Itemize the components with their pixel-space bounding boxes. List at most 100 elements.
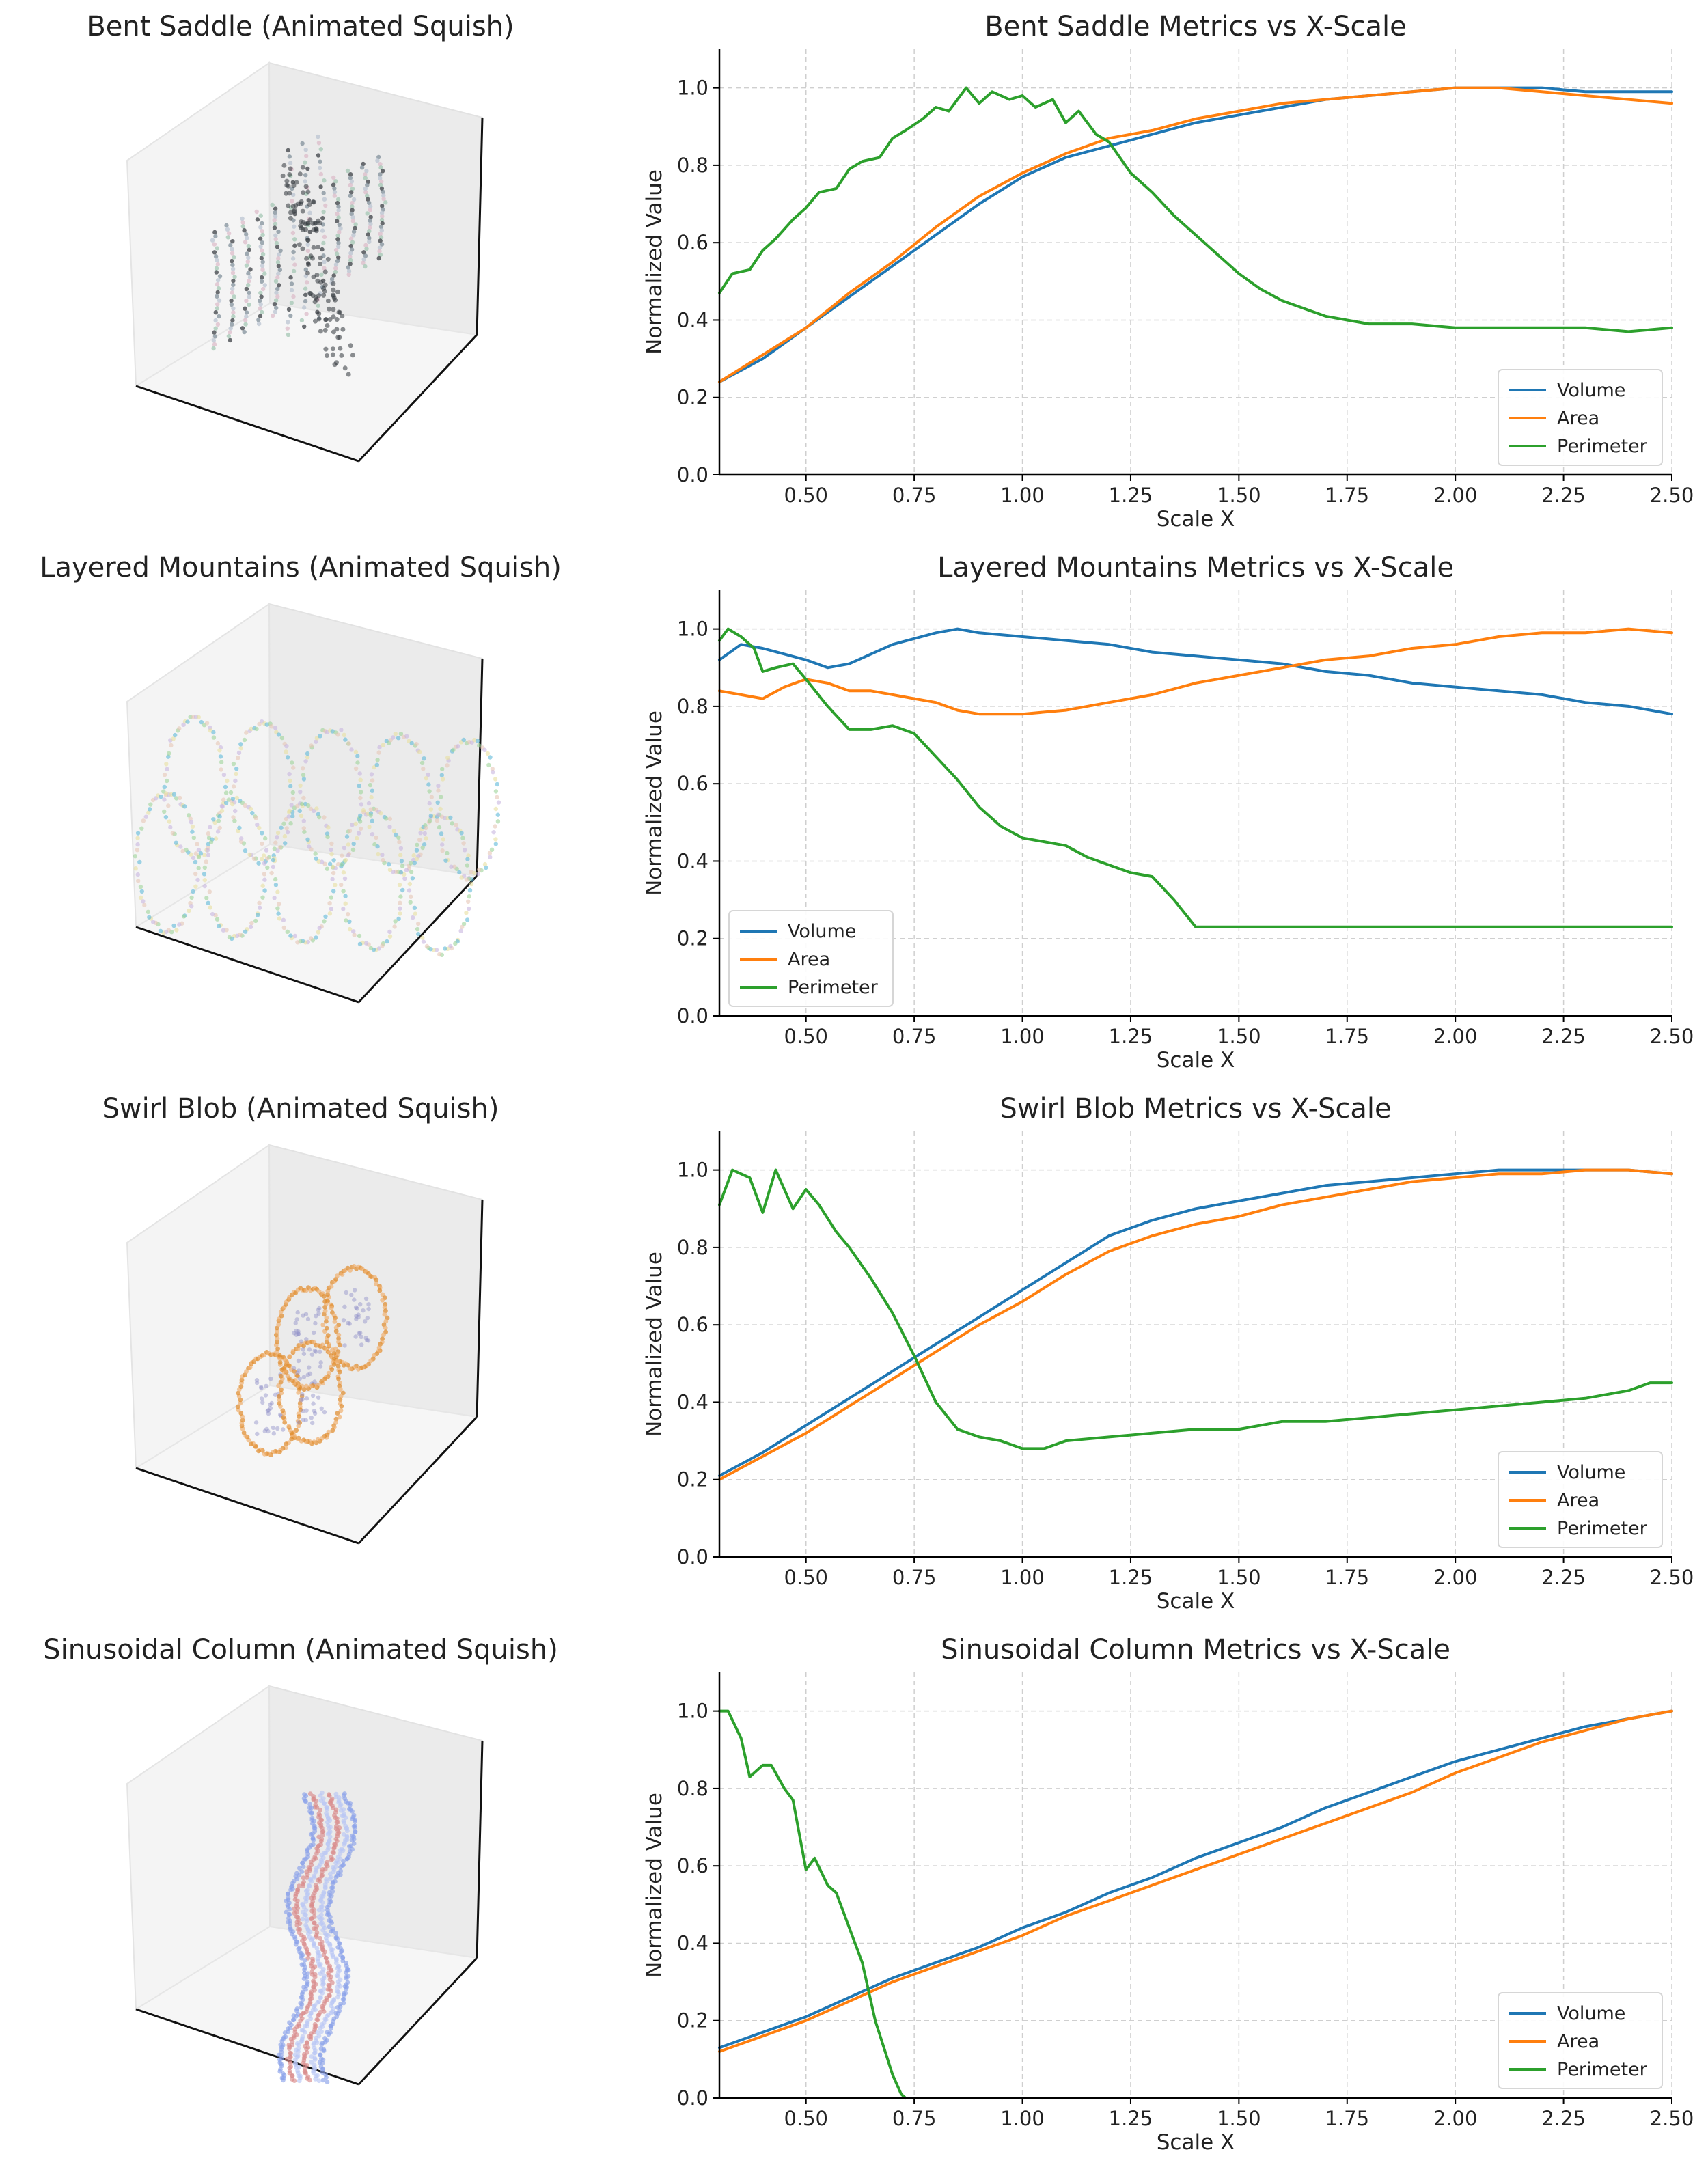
x-tick-label: 2.00 [1433,1566,1478,1589]
series-line-area [718,627,1673,716]
legend-label: Perimeter [1557,2059,1648,2080]
grid [719,590,1672,1017]
chart-1: Layered Mountains Metrics vs X-Scale 0.50… [642,552,1694,1073]
cube-edge [357,333,478,463]
x-tick-label: 1.00 [1000,2107,1045,2130]
x-tick-label: 2.50 [1650,2107,1694,2130]
x-tick-label: 2.50 [1650,1566,1694,1589]
x-tick-label: 1.50 [1217,484,1261,507]
cube-edge [135,385,359,463]
cube-edge [476,117,484,335]
y-tick-label: 0.6 [677,772,708,795]
series-line-area [718,1168,1673,1481]
legend: Volume Area Perimeter [1498,1451,1663,1548]
x-tick-label: 2.50 [1650,484,1694,507]
cube-edge [135,926,359,1004]
y-tick-label: 1.0 [677,618,708,641]
legend-label: Perimeter [1557,436,1648,457]
legend-label: Volume [1557,2003,1625,2024]
chart-title: Layered Mountains Metrics vs X-Scale [937,552,1454,583]
x-tick-label: 1.50 [1217,1566,1261,1589]
cube-back-wall [268,61,484,336]
x-tick-label: 1.00 [1000,1566,1045,1589]
x-tick-label: 1.75 [1325,1025,1369,1048]
chart-title: Swirl Blob Metrics vs X-Scale [1000,1093,1391,1124]
legend-box [1498,369,1663,466]
x-tick-label: 1.25 [1109,1025,1153,1048]
grid [719,49,1672,475]
series-line-area [718,1709,1673,2053]
chart-title: Bent Saddle Metrics vs X-Scale [984,11,1407,42]
cube-edge [357,1416,478,1545]
x-tick-label: 0.75 [892,484,937,507]
shape-swirl-blob [235,1264,390,1457]
cube-back-wall [268,1685,484,1959]
panel-3d-sinusoidal-column: Sinusoidal Column (Animated Squish) [43,1634,558,2086]
y-tick-label: 0.6 [677,1313,708,1336]
y-tick-label: 0.0 [677,1545,708,1569]
y-tick-label: 1.0 [677,1159,708,1182]
x-tick-label: 2.25 [1541,1025,1586,1048]
x-tick-label: 1.25 [1109,2107,1153,2130]
y-tick-label: 1.0 [677,1700,708,1723]
y-axis-label: Normalized Value [642,710,667,896]
x-tick-label: 1.75 [1325,2107,1369,2130]
y-tick-label: 0.8 [677,154,708,177]
y-tick-label: 0.8 [677,695,708,718]
chart-2: Swirl Blob Metrics vs X-Scale 0.50 0.75 1.0… [642,1093,1694,1614]
cube-edge [135,1467,359,1545]
legend-label: Volume [788,921,856,942]
x-tick-label: 2.00 [1433,2107,1478,2130]
cube-edge [357,874,478,1004]
y-tick-label: 0.4 [677,308,708,331]
x-axis-label: Scale X [1157,1589,1235,1614]
y-tick-label: 1.0 [677,77,708,100]
x-tick-label: 0.50 [784,2107,828,2130]
y-tick-label: 0.8 [677,1236,708,1259]
y-tick-label: 0.2 [677,2009,708,2032]
series-line-volume [718,627,1673,716]
x-tick-label: 2.50 [1650,1025,1694,1048]
panel-3d-title: Sinusoidal Column (Animated Squish) [43,1634,558,1666]
series-line-volume [718,1709,1673,2049]
panel-3d-layered-mountains: Layered Mountains (Animated Squish) [40,552,562,1004]
x-axis-label: Scale X [1157,2130,1235,2155]
x-tick-label: 1.50 [1217,1025,1261,1048]
cube-edge [476,658,484,877]
cube-edge [476,1199,484,1418]
cube-edge [357,1957,478,2086]
x-tick-label: 0.75 [892,1025,937,1048]
y-axis-label: Normalized Value [642,1793,667,1978]
legend-label: Area [1557,408,1599,429]
x-tick-label: 2.25 [1541,2107,1586,2130]
series-line-perimeter [718,1709,907,2099]
x-tick-label: 1.75 [1325,1566,1369,1589]
series-line-perimeter [718,627,1673,928]
y-tick-label: 0.4 [677,849,708,872]
x-tick-label: 0.50 [784,484,828,507]
series [718,86,1673,384]
x-tick-label: 1.75 [1325,484,1369,507]
y-axis-label: Normalized Value [642,1252,667,1437]
x-tick-label: 0.50 [784,1566,828,1589]
legend-label: Area [1557,2031,1599,2052]
x-axis-label: Scale X [1157,507,1235,532]
chart-0: Bent Saddle Metrics vs X-Scale 0.50 0.75 1.… [642,11,1694,532]
x-tick-label: 2.25 [1541,1566,1586,1589]
legend: Volume Area Perimeter [1498,1992,1663,2089]
y-tick-label: 0.0 [677,1004,708,1027]
x-tick-label: 1.25 [1109,484,1153,507]
chart-3: Sinusoidal Column Metrics vs X-Scale 0.50… [642,1634,1694,2155]
x-tick-label: 0.75 [892,1566,937,1589]
y-tick-label: 0.2 [677,927,708,950]
series-line-perimeter [718,86,1673,333]
x-tick-label: 1.00 [1000,484,1045,507]
panel-3d-title: Layered Mountains (Animated Squish) [40,552,562,583]
legend: Volume Area Perimeter [1498,369,1663,466]
legend-box [1498,1992,1663,2089]
series [718,1709,1673,2099]
y-tick-label: 0.6 [677,231,708,254]
legend-label: Area [788,949,830,970]
x-axis-label: Scale X [1157,1048,1235,1073]
y-tick-label: 0.4 [677,1390,708,1413]
